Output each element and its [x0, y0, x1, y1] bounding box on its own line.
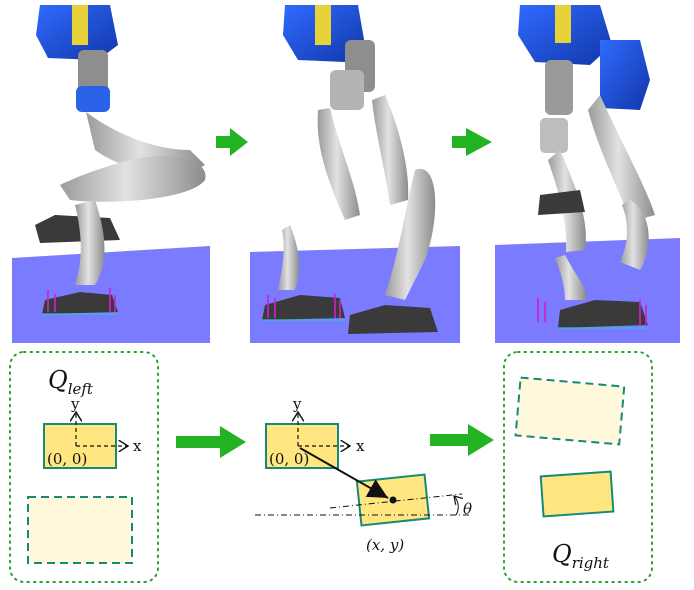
robot-ankle-actuator — [330, 70, 364, 110]
theta-label: θ — [463, 500, 472, 518]
robot-thigh — [372, 95, 409, 205]
footprint-next — [539, 470, 615, 518]
floor-plane — [495, 238, 680, 343]
contact-forces — [267, 294, 341, 318]
arrow-right-icon — [452, 128, 492, 156]
origin-label: (0, 0) — [269, 450, 309, 468]
robot-support-leg — [75, 200, 105, 285]
robot-foot-swing — [538, 190, 585, 215]
robot-foot-swing — [35, 215, 120, 243]
robot-render-3 — [495, 5, 680, 343]
robot-foot-swing — [348, 305, 438, 334]
robot-support-leg — [278, 225, 300, 290]
robot-shin — [60, 156, 206, 202]
theta-arc — [454, 496, 458, 516]
target-point-label: (x, y) — [366, 536, 404, 554]
robot-strap — [315, 5, 331, 45]
q-right-region — [503, 351, 653, 583]
robot-thigh — [317, 108, 360, 220]
robot-shin — [385, 168, 436, 300]
robot-shin — [620, 200, 649, 270]
contact-forces — [537, 298, 647, 326]
q-right-label: Qright — [552, 540, 610, 572]
target-point — [389, 496, 397, 504]
robot-foot-stance — [558, 300, 648, 328]
arrow-right-icon — [430, 424, 494, 456]
robot-render-1 — [12, 5, 210, 343]
robot-knee-joint — [540, 118, 568, 153]
footprint-candidate — [514, 376, 626, 446]
arrow-right-icon — [176, 426, 246, 458]
robot-foot-stance — [262, 295, 345, 320]
robot-knee-joint — [545, 60, 573, 115]
robot-strap — [72, 5, 88, 45]
robot-support-leg — [555, 255, 586, 300]
robot-foot-stance — [42, 292, 118, 314]
robot-render-2 — [250, 5, 460, 343]
q-left-region — [9, 351, 159, 583]
robot-ankle-actuator — [76, 86, 110, 112]
robot-ankle-actuator — [600, 40, 650, 110]
robot-strap — [555, 5, 571, 43]
floor-plane — [12, 246, 210, 343]
footprint-candidate — [27, 496, 133, 564]
y-axis-label: y — [70, 395, 80, 413]
displacement-vector — [299, 447, 389, 499]
q-left-label: Qleft — [48, 366, 94, 398]
contact-forces — [47, 288, 116, 312]
arrow-right-icon — [216, 128, 248, 156]
x-axis-label: x — [133, 437, 142, 455]
x-axis-label: x — [356, 437, 365, 455]
robot-thigh — [588, 95, 655, 222]
origin-label: (0, 0) — [47, 450, 87, 468]
y-axis-label: y — [292, 395, 302, 413]
